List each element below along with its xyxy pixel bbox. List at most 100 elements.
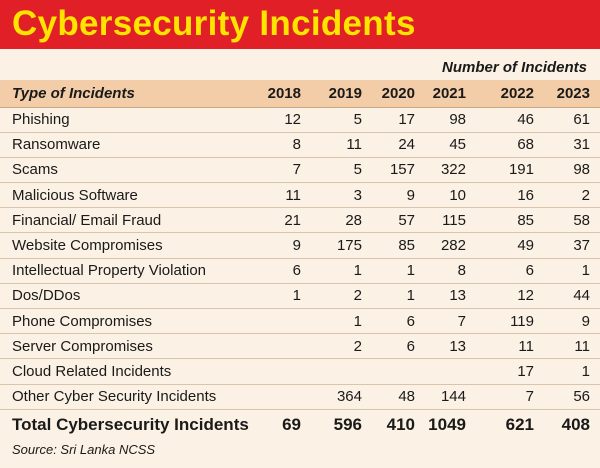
total-cell: 1049 [428,415,466,434]
table-row: Intellectual Property Violation 6 1 1 8 6 1 [0,258,600,284]
total-cell: 408 [561,415,590,434]
row-header: Type of Incidents [0,80,256,108]
incident-count-cell: 8 [415,258,466,284]
incident-count-cell: 2 [534,182,600,209]
year-header: 2022 [466,80,534,108]
incident-count-cell [415,358,466,385]
incident-count-cell: 6 [362,333,415,360]
total-cell: 596 [333,415,362,434]
incident-count-cell: 56 [534,384,600,410]
table-row: Malicious Software 11 3 9 10 16 2 [0,182,600,209]
incident-count-cell: 98 [534,157,600,184]
incident-count-cell [301,358,362,385]
incident-count-cell: 12 [466,283,534,310]
incident-type-label: Malicious Software [0,182,256,209]
incident-count-cell: 115 [415,207,466,234]
total-cell: 69 [282,415,301,434]
incident-count-cell: 57 [362,207,415,234]
incident-count-cell: 9 [534,308,600,335]
year-header: 2021 [415,80,466,108]
incident-count-cell: 21 [256,207,301,234]
table-row: Server Compromises 2 6 13 11 11 [0,333,600,360]
incident-type-label: Dos/DDos [0,283,256,310]
incident-count-cell: 28 [301,207,362,234]
table-row: Phishing 12 5 17 98 46 61 [0,107,600,133]
incident-count-cell [256,333,301,360]
incident-count-cell: 17 [466,358,534,385]
incident-type-label: Scams [0,157,256,184]
incident-count-cell: 8 [256,132,301,158]
incident-count-cell: 17 [362,107,415,133]
incident-count-cell [362,358,415,385]
total-cell: 621 [505,415,534,434]
incident-type-label: Financial/ Email Fraud [0,207,256,234]
table-row: Financial/ Email Fraud 21 28 57 115 85 58 [0,207,600,234]
table-row: Dos/DDos 1 2 1 13 12 44 [0,283,600,310]
incident-count-cell: 45 [415,132,466,158]
table-row: Phone Compromises 1 6 7 119 9 [0,308,600,335]
incident-count-cell: 3 [301,182,362,209]
incident-count-cell: 49 [466,232,534,259]
incident-count-cell: 175 [301,232,362,259]
incident-count-cell: 191 [466,157,534,184]
title-banner: Cybersecurity Incidents [0,0,600,49]
total-cell: 410 [386,415,415,434]
page-title: Cybersecurity Incidents [12,4,416,43]
incident-count-cell: 61 [534,107,600,133]
incident-count-cell: 11 [534,333,600,360]
incident-count-cell: 322 [415,157,466,184]
incident-type-label: Phone Compromises [0,308,256,335]
year-header: 2023 [534,80,600,108]
source-note: Source: Sri Lanka NCSS [12,442,156,457]
incident-count-cell: 1 [362,283,415,310]
incident-count-cell: 44 [534,283,600,310]
incident-type-label: Intellectual Property Violation [0,258,256,284]
table-row: Scams 7 5 157 322 191 98 [0,157,600,184]
incident-count-cell: 11 [256,182,301,209]
incident-count-cell: 16 [466,182,534,209]
incident-count-cell: 31 [534,132,600,158]
incident-count-cell: 9 [256,232,301,259]
incident-count-cell: 2 [301,283,362,310]
incident-count-cell: 6 [362,308,415,335]
incident-count-cell [256,384,301,410]
incident-count-cell: 1 [362,258,415,284]
incident-count-cell: 46 [466,107,534,133]
incident-count-cell: 85 [362,232,415,259]
incident-count-cell: 7 [466,384,534,410]
incident-count-cell: 85 [466,207,534,234]
table-row: Ransomware 8 11 24 45 68 31 [0,132,600,158]
incident-count-cell [256,308,301,335]
incident-count-cell: 157 [362,157,415,184]
incident-count-cell: 98 [415,107,466,133]
incident-count-cell: 9 [362,182,415,209]
incident-type-label: Phishing [0,107,256,133]
incident-count-cell: 1 [534,258,600,284]
incident-count-cell: 5 [301,157,362,184]
incident-count-cell: 1 [256,283,301,310]
incident-count-cell: 12 [256,107,301,133]
incident-count-cell: 144 [415,384,466,410]
incident-count-cell: 2 [301,333,362,360]
incident-type-label: Cloud Related Incidents [0,358,256,385]
total-row: Total Cybersecurity Incidents 69 596 410… [0,409,600,439]
incident-count-cell: 6 [466,258,534,284]
incident-count-cell: 58 [534,207,600,234]
incident-count-cell: 68 [466,132,534,158]
incident-count-cell: 37 [534,232,600,259]
incident-count-cell: 7 [256,157,301,184]
header-row: Type of Incidents 2018 2019 2020 2021 20… [0,80,600,108]
incident-count-cell: 119 [466,308,534,335]
incident-type-label: Server Compromises [0,333,256,360]
incident-count-cell: 5 [301,107,362,133]
incident-count-cell: 1 [534,358,600,385]
incident-count-cell: 13 [415,283,466,310]
incident-count-cell: 10 [415,182,466,209]
unit-label: Number of Incidents [441,59,587,76]
year-header: 2019 [301,80,362,108]
incident-type-label: Ransomware [0,132,256,158]
incident-count-cell [256,358,301,385]
incidents-table: Type of Incidents 2018 2019 2020 2021 20… [0,80,600,439]
incident-count-cell: 364 [301,384,362,410]
incident-count-cell: 6 [256,258,301,284]
